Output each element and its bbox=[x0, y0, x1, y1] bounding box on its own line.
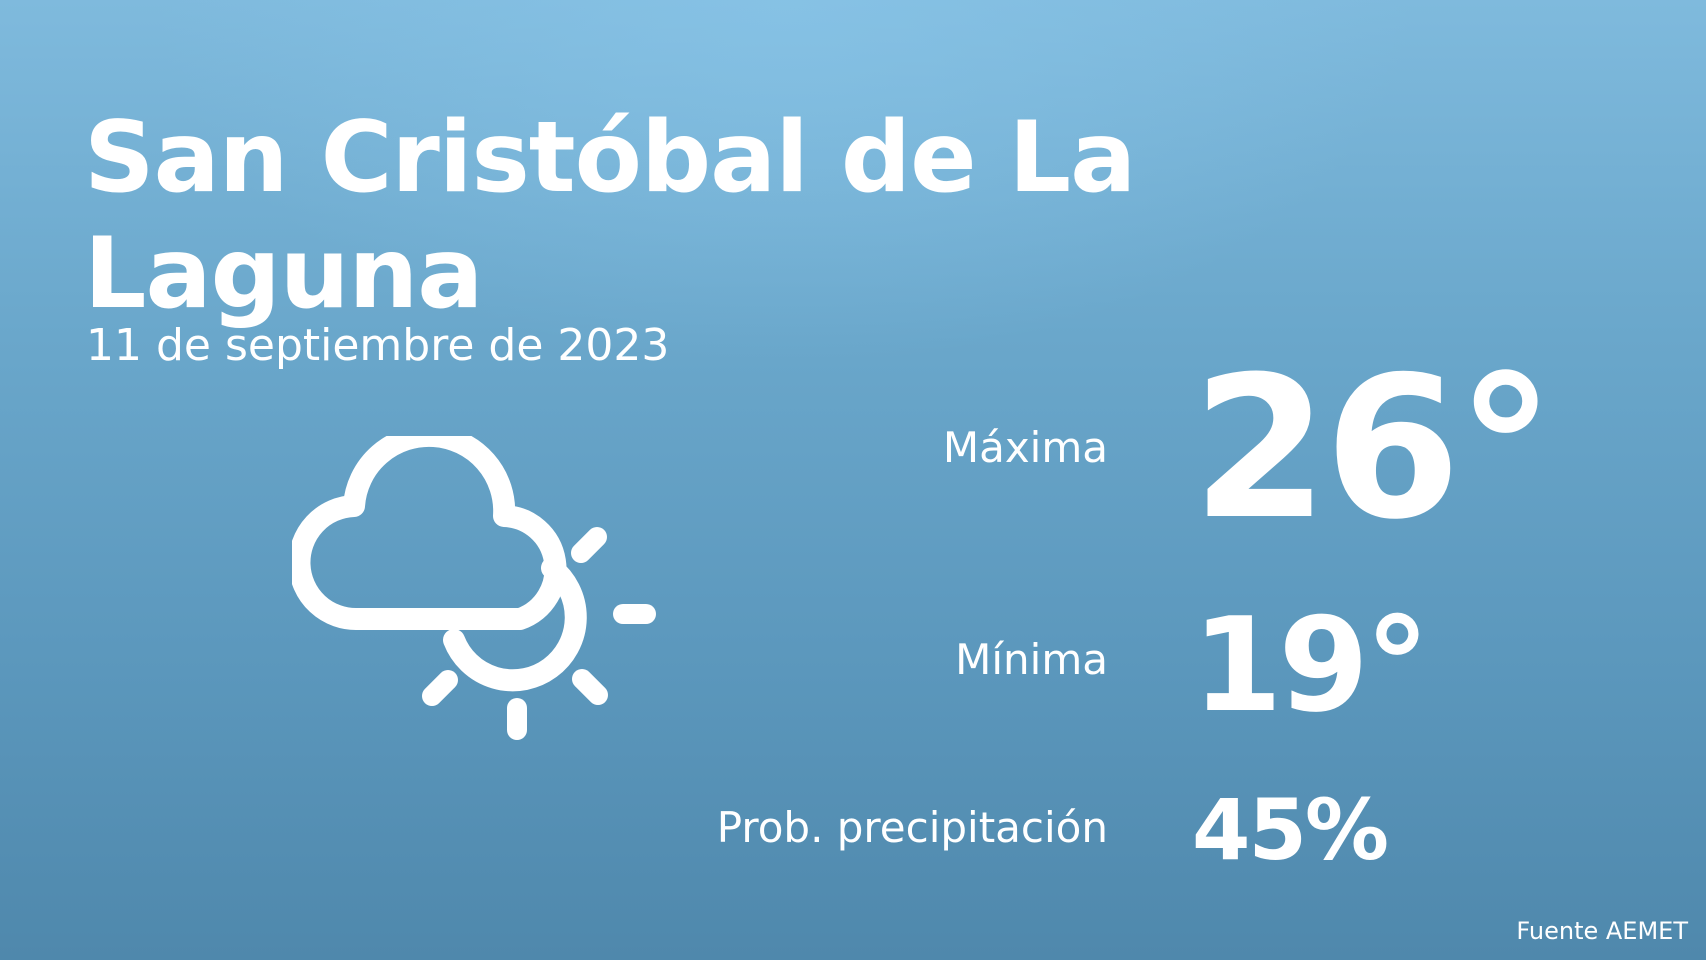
max-temp-value: 26° bbox=[1192, 335, 1555, 563]
forecast-date: 11 de septiembre de 2023 bbox=[86, 320, 670, 371]
max-temp-label: Máxima bbox=[942, 423, 1108, 472]
precipitation-label: Prob. precipitación bbox=[716, 803, 1108, 852]
cloud-sun-icon bbox=[288, 424, 662, 756]
min-temp-label: Mínima bbox=[955, 635, 1108, 684]
precipitation-value: 45% bbox=[1192, 781, 1389, 879]
city-name: San Cristóbal de La Laguna bbox=[84, 101, 1136, 331]
min-temp-value: 19° bbox=[1192, 589, 1430, 741]
source-credit: Fuente AEMET bbox=[1516, 917, 1688, 945]
